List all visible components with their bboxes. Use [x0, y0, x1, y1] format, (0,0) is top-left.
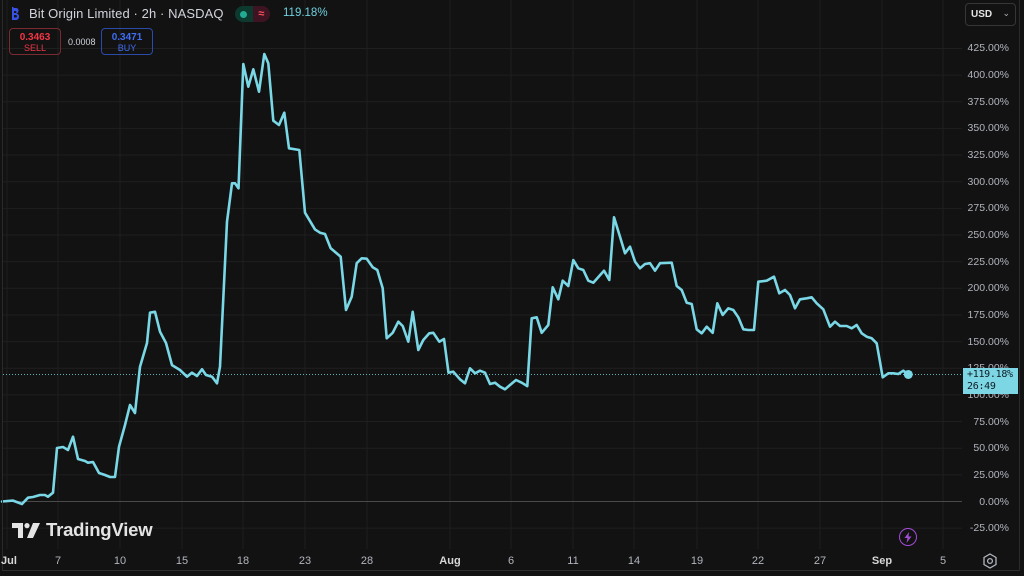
price-axis-label: 225.00% [967, 255, 1009, 268]
buy-button[interactable]: 0.3471 BUY [101, 28, 153, 55]
time-axis-label: 7 [54, 555, 62, 567]
symbol-logo-icon [12, 7, 19, 20]
spread-value: 0.0008 [68, 37, 96, 47]
change-percent: 119.18% [283, 7, 328, 19]
sell-price: 0.3463 [19, 32, 51, 43]
time-axis-label: 14 [627, 555, 641, 567]
tradingview-logo-icon [12, 522, 40, 538]
price-axis-label: 200.00% [967, 282, 1009, 295]
chevron-down-icon: ⌄ [1002, 8, 1010, 18]
price-axis-label: 75.00% [973, 415, 1009, 428]
sell-button[interactable]: 0.3463 SELL [9, 28, 61, 55]
lightning-button[interactable] [899, 528, 917, 546]
vertical-gridlines [6, 0, 944, 549]
bar-countdown: 26:49 [967, 381, 996, 392]
price-axis-label: 275.00% [967, 202, 1009, 215]
price-axis-label: 50.00% [973, 442, 1009, 455]
time-axis-label: 27 [813, 555, 827, 567]
time-axis-label: 6 [507, 555, 515, 567]
buy-label: BUY [117, 43, 137, 53]
last-price-dot [903, 369, 913, 379]
price-axis-label: 425.00% [967, 42, 1009, 55]
time-axis-label: 5 [939, 555, 947, 567]
price-axis-label: 175.00% [967, 308, 1009, 321]
currency-select[interactable]: USD ⌄ [965, 3, 1016, 26]
symbol-title[interactable]: Bit Origin Limited · 2h · NASDAQ [29, 6, 224, 21]
market-status-pill[interactable]: ≈ [235, 6, 270, 22]
buy-price: 0.3471 [111, 32, 143, 43]
price-change-line [0, 52, 910, 506]
data-delayed-icon[interactable]: ≈ [252, 6, 270, 22]
market-open-indicator[interactable] [235, 6, 253, 22]
price-axis-label: 325.00% [967, 149, 1009, 162]
tradingview-logo[interactable]: TradingView [12, 519, 153, 541]
time-axis-label: 28 [360, 555, 374, 567]
time-axis-label: 15 [175, 555, 189, 567]
time-axis-label: 18 [236, 555, 250, 567]
last-price-badge: +119.18% 26:49 [963, 368, 1018, 394]
time-axis-label: 10 [113, 555, 127, 567]
price-axis-label: 350.00% [967, 122, 1009, 135]
price-axis-label: 400.00% [967, 69, 1009, 82]
price-axis-label: 150.00% [967, 335, 1009, 348]
price-axis-label: 300.00% [967, 175, 1009, 188]
currency-value: USD [971, 9, 993, 20]
sell-label: SELL [23, 43, 47, 53]
logo-text: TradingView [46, 519, 153, 540]
price-axis-label: 250.00% [967, 229, 1009, 241]
price-axis-label: -25.00% [969, 522, 1009, 535]
market-open-dot-icon [240, 10, 248, 18]
time-axis-label: Aug [439, 555, 461, 567]
last-change-value: +119.18% [967, 369, 1013, 380]
time-axis-label: 22 [751, 555, 765, 567]
time-axis-label: Jul [1, 555, 17, 567]
legend-header: Bit Origin Limited · 2h · NASDAQ ≈ 119.1… [0, 0, 960, 55]
time-axis-label: 23 [298, 555, 312, 567]
price-axis-label: 0.00% [979, 495, 1009, 508]
gear-icon[interactable] [982, 553, 998, 569]
price-axis-label: 375.00% [967, 95, 1009, 108]
lightning-icon [904, 531, 912, 543]
time-axis-label: 19 [690, 555, 704, 567]
price-axis-label: 25.00% [973, 468, 1009, 481]
time-axis-label: 11 [567, 555, 579, 567]
time-axis-label: Sep [871, 555, 893, 567]
horizontal-gridlines [3, 47, 962, 529]
